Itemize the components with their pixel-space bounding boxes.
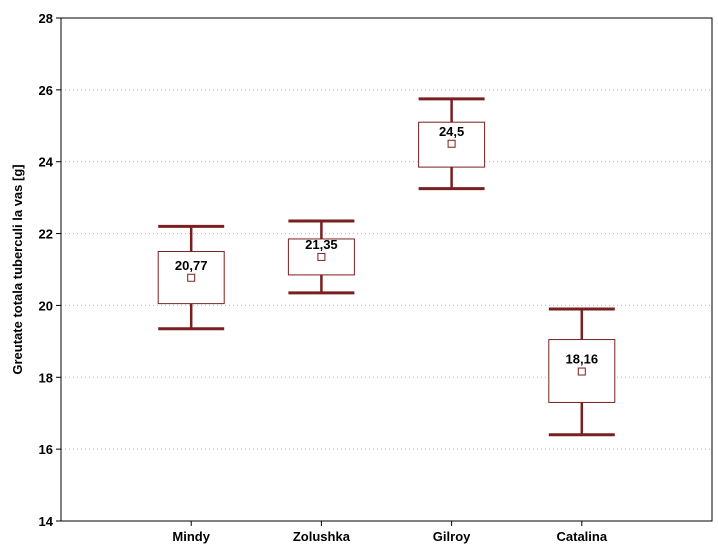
plot-area-frame	[60, 17, 713, 522]
y-tick-label: 26	[39, 83, 53, 98]
mean-label: 21,35	[305, 237, 338, 252]
gridlines	[61, 89, 712, 450]
mean-marker	[187, 273, 196, 282]
y-axis: 14 16 18 20 22 24 26 28	[39, 11, 61, 529]
box-group: 20,77	[157, 224, 225, 331]
x-tick-label: Zolushka	[293, 529, 351, 544]
y-tick-label: 24	[39, 155, 54, 170]
mean-marker	[447, 139, 456, 148]
box-group: 18,16	[548, 307, 616, 437]
mean-marker	[577, 367, 586, 376]
box-group: 21,35	[287, 219, 355, 295]
y-tick-label: 20	[39, 298, 53, 313]
y-axis-title: Greutate totala tuberculi la vas [g]	[10, 164, 25, 374]
mean-label: 18,16	[566, 352, 599, 367]
y-tick-label: 14	[39, 514, 54, 529]
x-tick-label: Catalina	[557, 529, 608, 544]
box-group: 24,5	[418, 97, 486, 191]
mean-label: 24,5	[439, 124, 464, 139]
x-tick-label: Mindy	[172, 529, 210, 544]
mean-marker	[317, 252, 326, 261]
y-tick-label: 18	[39, 370, 53, 385]
y-tick-label: 16	[39, 442, 53, 457]
boxes-layer: 20,77 21,35 24,5 18,16	[157, 97, 616, 437]
mean-label: 20,77	[175, 258, 208, 273]
y-tick-label: 22	[39, 227, 53, 242]
y-tick-label: 28	[39, 11, 53, 26]
x-tick-label: Gilroy	[433, 529, 471, 544]
x-axis: Mindy Zolushka Gilroy Catalina	[172, 521, 608, 544]
